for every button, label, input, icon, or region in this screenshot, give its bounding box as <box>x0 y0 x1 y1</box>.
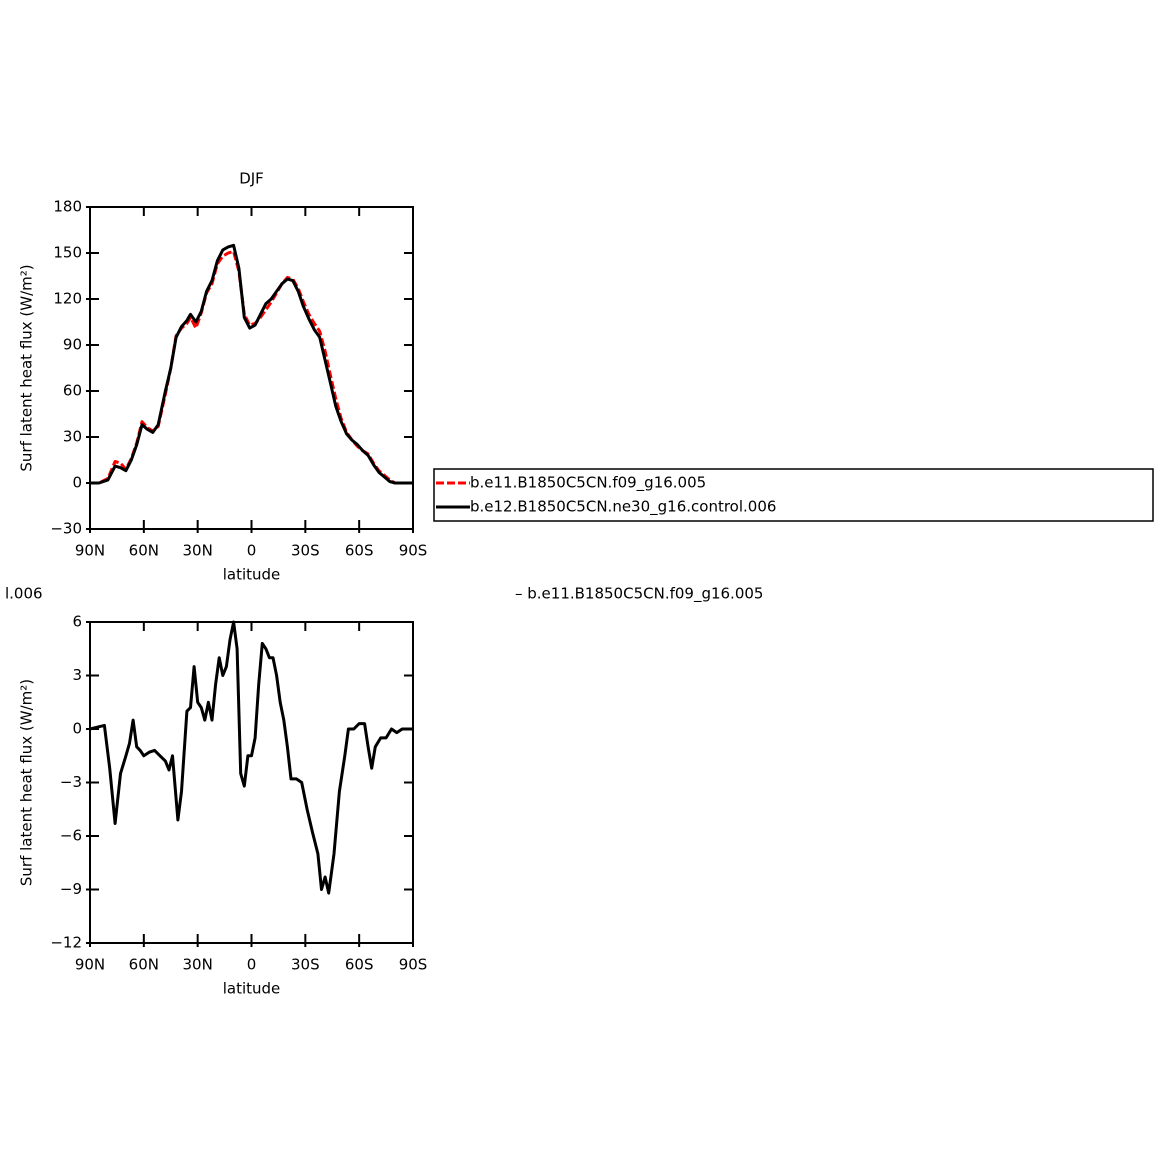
plot-frame <box>89 621 414 944</box>
y-tick-label: 0 <box>72 474 82 492</box>
y-tick-label: 90 <box>63 336 82 354</box>
y-tick-label: −12 <box>50 934 82 952</box>
y-tick-label: −6 <box>60 827 82 845</box>
y-tick-label: 60 <box>63 382 82 400</box>
x-tick-label: 60N <box>129 956 159 974</box>
x-tick-label: 60N <box>129 542 159 560</box>
x-tick-label: 90S <box>399 956 428 974</box>
x-tick-label: 30N <box>183 956 213 974</box>
legend-box <box>433 468 1154 522</box>
y-tick-label: 30 <box>63 428 82 446</box>
x-axis-label: latitude <box>223 980 281 998</box>
x-tick-label: 90N <box>75 542 105 560</box>
chart-title: DJF <box>239 170 264 188</box>
x-axis-label: latitude <box>223 566 281 584</box>
legend-label: b.e12.B1850C5CN.ne30_g16.control.006 <box>470 498 776 517</box>
x-tick-label: 60S <box>345 956 374 974</box>
series-line <box>89 620 413 895</box>
series-line <box>90 243 413 485</box>
y-tick-label: 150 <box>53 244 82 262</box>
x-tick-label: 90S <box>399 542 428 560</box>
y-tick-label: −30 <box>50 520 82 538</box>
legend-label: b.e11.B1850C5CN.f09_g16.005 <box>470 474 706 493</box>
y-tick-label: 3 <box>72 666 82 684</box>
y-tick-label: 120 <box>53 290 82 308</box>
y-tick-label: 0 <box>72 720 82 738</box>
y-tick-label: 6 <box>72 613 82 631</box>
x-tick-label: 0 <box>247 956 257 974</box>
x-tick-label: 30N <box>183 542 213 560</box>
y-tick-label: −3 <box>60 773 82 791</box>
y-tick-label: 180 <box>53 198 82 216</box>
y-tick-label: −9 <box>60 880 82 898</box>
plot-frame <box>89 206 414 530</box>
x-tick-label: 60S <box>345 542 374 560</box>
annotation: l.006 <box>5 585 43 603</box>
x-tick-label: 30S <box>291 542 320 560</box>
y-axis-label: Surf latent heat flux (W/m²) <box>18 264 36 471</box>
x-tick-label: 90N <box>75 956 105 974</box>
x-tick-label: 30S <box>291 956 320 974</box>
y-axis-label: Surf latent heat flux (W/m²) <box>18 679 36 886</box>
annotation: – b.e11.B1850C5CN.f09_g16.005 <box>515 585 763 604</box>
x-tick-label: 0 <box>247 542 257 560</box>
series-line <box>90 250 413 485</box>
